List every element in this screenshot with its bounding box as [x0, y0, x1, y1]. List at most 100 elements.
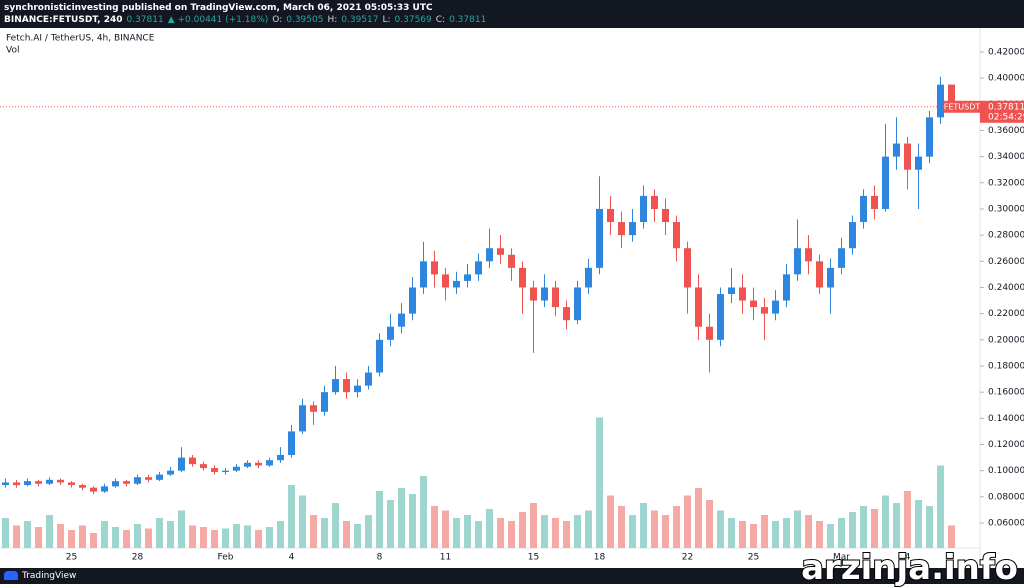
chart-subtitle: Vol [6, 46, 19, 56]
candle-body [101, 486, 108, 492]
volume-bar [464, 515, 471, 548]
candle-body [574, 287, 581, 321]
y-tick-label: 0.28000 [988, 231, 1024, 241]
x-tick-label: 28 [132, 553, 144, 563]
volume-bar [90, 533, 97, 548]
volume-bar [101, 521, 108, 548]
volume-bar [79, 525, 86, 548]
volume-bar [420, 476, 427, 548]
volume-bar [772, 521, 779, 548]
candle-body [849, 222, 856, 249]
volume-bar [13, 525, 20, 548]
volume-bar [189, 525, 196, 548]
volume-bar [277, 521, 284, 548]
h-value: 0.39517 [341, 15, 379, 25]
chart: Fetch.AI / TetherUS, 4h, BINANCE Vol 0.0… [0, 28, 1024, 568]
candle-body [200, 464, 207, 469]
candle-body [541, 287, 548, 301]
volume-bar [530, 503, 537, 548]
change: ▲ +0.00441 (+1.18%) [167, 15, 269, 25]
candle-body [519, 267, 526, 288]
volume-bar [288, 485, 295, 548]
volume-bar [310, 515, 317, 548]
footer: TradingView [0, 568, 1024, 584]
y-tick-label: 0.42000 [988, 47, 1024, 57]
candle-body [244, 462, 251, 467]
volume-bar [860, 506, 867, 548]
candle-body [189, 457, 196, 465]
y-tick-label: 0.08000 [988, 492, 1024, 502]
volume-bar [552, 518, 559, 548]
candle-body [640, 195, 647, 223]
candle-body [761, 307, 768, 314]
volume-bar [266, 527, 273, 548]
volume-bar [24, 521, 31, 548]
volume-bar [332, 503, 339, 548]
candle-body [112, 481, 119, 487]
h-label: H: [327, 15, 338, 25]
volume-bar [409, 494, 416, 548]
volume-bar [519, 512, 526, 548]
candle-body [475, 261, 482, 275]
candle-body [167, 470, 174, 475]
volume-bar [387, 500, 394, 548]
volume-bar [211, 530, 218, 548]
candle-body [508, 254, 515, 268]
volume-bar [750, 524, 757, 548]
volume-bar [805, 515, 812, 548]
volume-bar [816, 521, 823, 548]
volume-bar [651, 510, 658, 548]
volume-bar [904, 491, 911, 548]
volume-bar [728, 518, 735, 548]
candle-body [321, 392, 328, 412]
volume-bar [244, 525, 251, 548]
candle-body [838, 248, 845, 268]
volume-bar [475, 521, 482, 548]
volume-bar [299, 495, 306, 548]
volume-bar [618, 506, 625, 548]
volume-bar [35, 527, 42, 548]
candle-body [585, 267, 592, 288]
x-tick-label: 4 [905, 553, 911, 563]
header: synchronisticinvesting published on Trad… [0, 0, 1024, 28]
candle-body [332, 379, 339, 393]
y-tick-label: 0.26000 [988, 257, 1024, 267]
volume-bar [365, 515, 372, 548]
candle-body [948, 84, 955, 107]
volume-bar [695, 488, 702, 548]
volume-bar [882, 495, 889, 548]
y-tick-label: 0.20000 [988, 335, 1024, 345]
candle-body [398, 313, 405, 327]
volume-bar [926, 506, 933, 548]
volume-bar [112, 527, 119, 548]
candle-body [387, 326, 394, 340]
volume-bar [596, 417, 603, 548]
o-value: 0.39505 [286, 15, 324, 25]
volume-bar [706, 500, 713, 548]
volume-bar [739, 521, 746, 548]
volume-bar [123, 530, 130, 548]
candle-body [409, 287, 416, 314]
y-tick-label: 0.24000 [988, 283, 1024, 293]
x-tick-label: 25 [748, 553, 759, 563]
logo [4, 571, 18, 580]
volume-bar [508, 521, 515, 548]
candle-body [464, 274, 471, 281]
c-label: C: [435, 15, 446, 25]
candle-body [794, 248, 801, 275]
candle-body [277, 454, 284, 461]
y-tick-label: 0.18000 [988, 361, 1024, 371]
candle-body [145, 477, 152, 480]
volume-bar [607, 495, 614, 548]
volume-bar [343, 521, 350, 548]
volume-bar [486, 509, 493, 548]
candle-body [596, 208, 603, 268]
candle-body [35, 481, 42, 484]
volume-bar [662, 515, 669, 548]
candle-body [607, 208, 614, 223]
candle-body [739, 287, 746, 301]
x-tick-label: 4 [289, 553, 295, 563]
candle-body [904, 143, 911, 170]
volume-bar [783, 518, 790, 548]
y-tick-label: 0.40000 [988, 74, 1024, 84]
